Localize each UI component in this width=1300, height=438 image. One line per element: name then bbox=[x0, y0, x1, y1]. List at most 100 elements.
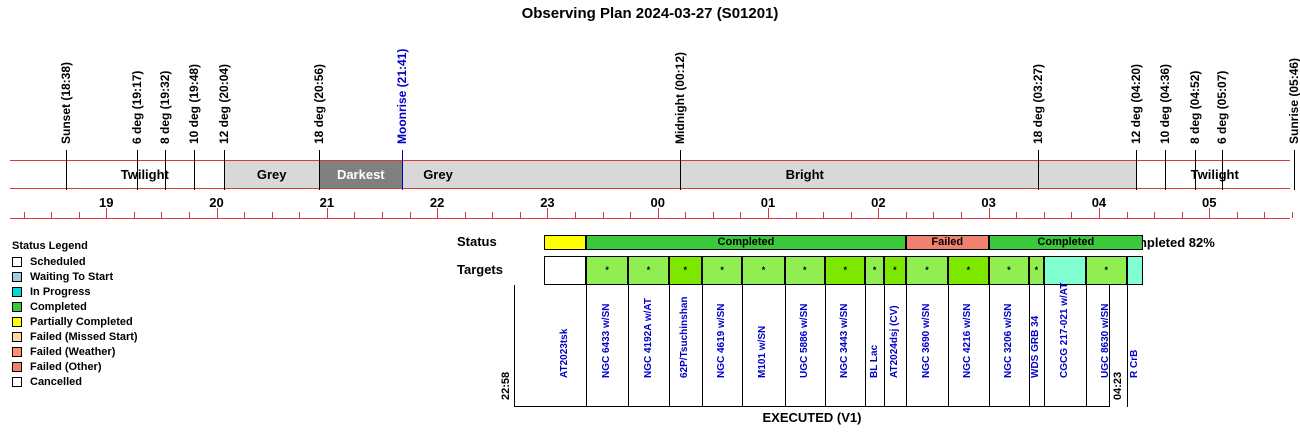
hour-minor-tick bbox=[795, 212, 797, 218]
hour-minor-tick bbox=[409, 212, 411, 218]
period-segment: Twilight bbox=[65, 161, 224, 188]
hour-minor-tick bbox=[78, 212, 80, 218]
event-label: Sunrise (05:46) bbox=[1286, 57, 1300, 144]
target-cell bbox=[1126, 256, 1144, 285]
hour-tick-label: 00 bbox=[650, 195, 665, 210]
hour-tick-label: 22 bbox=[429, 195, 445, 210]
target-cell: * bbox=[825, 256, 866, 285]
legend-item-label: Partially Completed bbox=[30, 316, 133, 328]
legend-item-label: Scheduled bbox=[30, 256, 86, 268]
target-name: AT2024dsj (CV) bbox=[888, 305, 900, 378]
hour-minor-tick bbox=[1236, 212, 1238, 218]
hour-minor-tick bbox=[878, 208, 880, 218]
hour-tick-label: 05 bbox=[1202, 195, 1217, 210]
legend-swatch bbox=[12, 377, 22, 388]
timeline-bottom-line bbox=[10, 188, 1290, 189]
event-label: Midnight (00:12) bbox=[672, 52, 687, 144]
legend-item: Scheduled bbox=[12, 256, 86, 269]
event-label: 10 deg (19:48) bbox=[187, 63, 202, 144]
event-tick bbox=[679, 150, 681, 190]
target-name: NGC 6433 w/SN bbox=[601, 303, 613, 378]
hour-minor-tick bbox=[685, 212, 687, 218]
target-separator bbox=[948, 285, 950, 407]
hour-minor-tick bbox=[23, 212, 25, 218]
target-cell: * bbox=[742, 256, 785, 285]
hour-minor-tick bbox=[961, 212, 963, 218]
hour-minor-tick bbox=[1181, 212, 1183, 218]
legend-swatch bbox=[12, 257, 22, 268]
target-name: NGC 4216 w/SN bbox=[962, 303, 974, 378]
target-separator bbox=[988, 285, 990, 407]
target-cell: * bbox=[628, 256, 669, 285]
hour-minor-tick bbox=[1043, 212, 1045, 218]
event-label: 18 deg (20:56) bbox=[312, 63, 327, 144]
target-cell bbox=[1043, 256, 1087, 285]
legend-swatch bbox=[12, 347, 22, 358]
legend-item-label: Completed bbox=[30, 301, 87, 313]
target-cell: * bbox=[784, 256, 826, 285]
event-tick bbox=[137, 150, 139, 190]
target-cell: * bbox=[1086, 256, 1127, 285]
target-name: NGC 4619 w/SN bbox=[716, 303, 728, 378]
legend-swatch bbox=[12, 272, 22, 283]
hour-minor-tick bbox=[381, 212, 383, 218]
target-separator bbox=[905, 285, 907, 407]
target-separator bbox=[865, 285, 867, 407]
target-name: NGC 3443 w/SN bbox=[839, 303, 851, 378]
event-label: 8 deg (19:32) bbox=[158, 70, 173, 144]
hour-minor-tick bbox=[768, 208, 770, 218]
target-cell: * bbox=[948, 256, 989, 285]
target-separator bbox=[784, 285, 786, 407]
legend-item-label: Waiting To Start bbox=[30, 271, 114, 283]
event-tick bbox=[1135, 150, 1137, 190]
legend-item: Partially Completed bbox=[12, 316, 133, 329]
legend-item: Completed bbox=[12, 301, 87, 314]
legend-item: Cancelled bbox=[12, 376, 82, 389]
executed-box bbox=[514, 285, 1110, 407]
target-name: UGC 8630 w/SN bbox=[1100, 303, 1112, 378]
event-label: 12 deg (04:20) bbox=[1128, 63, 1143, 144]
period-segment: Bright bbox=[473, 161, 1136, 188]
legend-item-label: Failed (Weather) bbox=[30, 346, 116, 358]
status-bar bbox=[543, 235, 587, 250]
status-bar: Failed bbox=[905, 235, 989, 250]
target-cell: * bbox=[586, 256, 629, 285]
hour-minor-tick bbox=[51, 212, 53, 218]
hour-minor-tick bbox=[133, 212, 135, 218]
hour-minor-tick bbox=[1098, 208, 1100, 218]
event-tick bbox=[165, 150, 167, 190]
legend-swatch bbox=[12, 317, 22, 328]
target-name: BL Lac bbox=[868, 344, 880, 378]
hour-tick-label: 21 bbox=[319, 195, 335, 210]
event-tick bbox=[1165, 150, 1167, 190]
legend-item: Failed (Missed Start) bbox=[12, 331, 138, 344]
target-separator bbox=[1043, 285, 1045, 407]
event-tick bbox=[402, 150, 404, 190]
hour-minor-tick bbox=[271, 212, 273, 218]
legend-item-label: Cancelled bbox=[30, 376, 82, 388]
legend-item-label: Failed (Missed Start) bbox=[30, 331, 138, 343]
event-tick bbox=[319, 150, 321, 190]
executed-footer: EXECUTED (V1) bbox=[762, 410, 862, 425]
targets-row-label: Targets bbox=[457, 262, 503, 277]
target-cell bbox=[543, 256, 587, 285]
hour-minor-tick bbox=[712, 212, 714, 218]
target-name: 62P/Tsuchinshan bbox=[679, 296, 691, 378]
legend-swatch bbox=[12, 302, 22, 313]
event-label: 18 deg (03:27) bbox=[1031, 63, 1046, 144]
status-bar: Completed bbox=[586, 235, 906, 250]
hour-minor-tick bbox=[547, 208, 549, 218]
event-tick bbox=[194, 150, 196, 190]
target-cell: * bbox=[1029, 256, 1044, 285]
hour-tick-label: 20 bbox=[209, 195, 224, 210]
target-name: WDS GRB 34 bbox=[1030, 315, 1042, 378]
target-cell: * bbox=[988, 256, 1030, 285]
hour-minor-tick bbox=[602, 212, 604, 218]
hour-minor-tick bbox=[740, 212, 742, 218]
hour-minor-tick bbox=[657, 208, 659, 218]
hour-minor-tick bbox=[354, 212, 356, 218]
event-label: Sunset (18:38) bbox=[58, 61, 73, 144]
target-separator bbox=[628, 285, 630, 407]
target-separator bbox=[825, 285, 827, 407]
hour-minor-tick bbox=[1264, 212, 1266, 218]
